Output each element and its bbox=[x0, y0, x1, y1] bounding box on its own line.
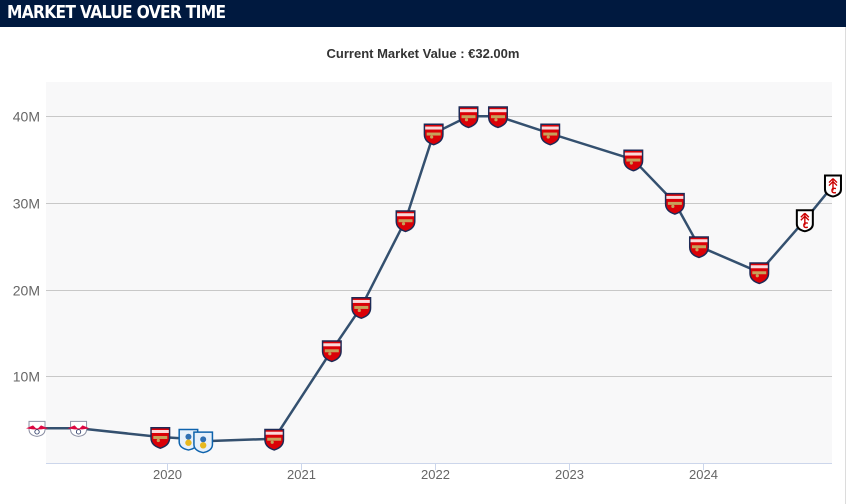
data-point-arsenal-crest-icon[interactable] bbox=[688, 236, 709, 259]
x-tick-label: 2021 bbox=[287, 467, 316, 482]
x-tick-label: 2022 bbox=[421, 467, 450, 482]
y-tick-label: 20M bbox=[13, 283, 40, 299]
y-tick-label: 10M bbox=[13, 369, 40, 385]
section-title: MARKET VALUE OVER TIME bbox=[7, 2, 226, 23]
y-tick-label: 40M bbox=[13, 109, 40, 125]
data-point-arsenal-crest-icon[interactable] bbox=[487, 106, 508, 129]
data-point-fulham-crest-icon[interactable] bbox=[795, 209, 814, 233]
data-point-arsenal-crest-icon[interactable] bbox=[351, 296, 372, 319]
data-point-rb-leipzig-crest-icon[interactable] bbox=[26, 420, 49, 437]
x-tick-label: 2024 bbox=[689, 467, 718, 482]
data-point-arsenal-crest-icon[interactable] bbox=[423, 123, 444, 146]
data-point-huddersfield-crest-icon[interactable] bbox=[193, 431, 214, 454]
data-point-arsenal-crest-icon[interactable] bbox=[395, 210, 416, 233]
data-point-fulham-crest-icon[interactable] bbox=[823, 174, 842, 198]
section-header: MARKET VALUE OVER TIME bbox=[0, 0, 846, 27]
chart-title: Current Market Value : €32.00m bbox=[326, 46, 520, 61]
data-point-arsenal-crest-icon[interactable] bbox=[321, 340, 342, 363]
x-tick-label: 2020 bbox=[153, 467, 182, 482]
data-point-arsenal-crest-icon[interactable] bbox=[664, 192, 685, 215]
data-point-arsenal-crest-icon[interactable] bbox=[264, 428, 285, 451]
y-tick-label: 30M bbox=[13, 196, 40, 212]
x-tick-label: 2023 bbox=[555, 467, 584, 482]
data-point-arsenal-crest-icon[interactable] bbox=[749, 262, 770, 285]
data-point-rb-leipzig-crest-icon[interactable] bbox=[67, 420, 90, 437]
data-point-arsenal-crest-icon[interactable] bbox=[458, 106, 479, 129]
plot-area bbox=[46, 82, 832, 463]
data-point-arsenal-crest-icon[interactable] bbox=[540, 123, 561, 146]
data-point-arsenal-crest-icon[interactable] bbox=[623, 149, 644, 172]
data-point-arsenal-crest-icon[interactable] bbox=[150, 426, 171, 449]
